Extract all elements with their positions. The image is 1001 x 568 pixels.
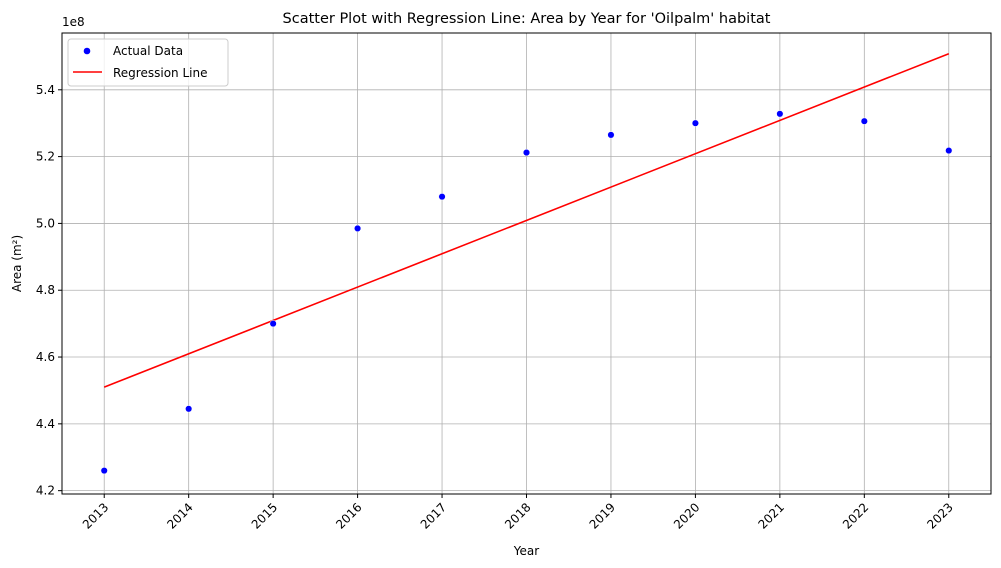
scatter-points-layer xyxy=(100,110,953,475)
y-tick-label: 4.6 xyxy=(36,350,55,364)
legend: Actual Data Regression Line xyxy=(67,38,229,87)
legend-label-actual-data: Actual Data xyxy=(113,44,183,58)
y-axis-ticks: 4.2 4.4 4.6 4.8 5.0 5.2 5.4 xyxy=(36,83,62,498)
scatter-point xyxy=(269,320,277,328)
scatter-point xyxy=(185,405,193,413)
scatter-point xyxy=(776,110,784,118)
scatter-point xyxy=(354,224,362,232)
y-tick-label: 5.4 xyxy=(36,83,55,97)
regression-line xyxy=(103,52,950,388)
y-tick-label: 5.2 xyxy=(36,150,55,164)
scatter-point xyxy=(691,119,699,127)
y-tick-label: 4.2 xyxy=(36,484,55,498)
legend-scatter-marker xyxy=(83,47,91,55)
scatter-point xyxy=(522,149,531,157)
scatter-point xyxy=(100,467,108,475)
y-axis-offset-label: 1e8 xyxy=(62,15,85,29)
x-axis-label: Year xyxy=(513,544,539,558)
regression-line-layer xyxy=(103,52,950,388)
y-axis-label: Area (m²) xyxy=(10,235,24,292)
scatter-point xyxy=(607,131,615,139)
legend-box xyxy=(67,38,229,87)
y-tick-label: 5.0 xyxy=(36,216,55,230)
grid xyxy=(62,33,991,494)
y-tick-label: 4.8 xyxy=(36,283,55,297)
scatter-point xyxy=(860,117,868,125)
legend-label-regression-line: Regression Line xyxy=(113,66,207,80)
chart-title: Scatter Plot with Regression Line: Area … xyxy=(283,11,771,27)
scatter-point xyxy=(945,147,953,155)
scatter-point xyxy=(438,193,446,201)
y-tick-label: 4.4 xyxy=(36,417,55,431)
